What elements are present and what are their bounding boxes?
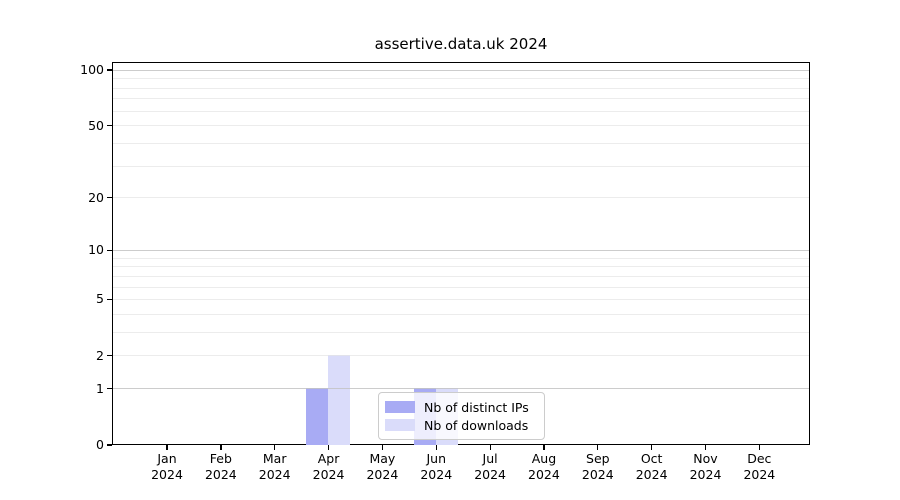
y-tick-mark [107,298,112,301]
x-tick-label-month: Oct [640,451,663,466]
x-tick-label-year: 2024 [689,467,722,482]
plot-area: Nb of distinct IPs Nb of downloads [112,62,810,445]
legend-item: Nb of distinct IPs [385,398,536,416]
y-tick-mark [107,124,112,127]
x-tick-label-month: Dec [747,451,772,466]
gridline-minor [113,78,809,80]
x-tick-mark [220,445,222,450]
y-tick-mark [107,197,112,199]
x-tick-label-year: 2024 [258,467,291,482]
x-tick-label: Dec 2024 [724,451,794,483]
x-tick-mark [435,445,437,450]
y-tick-mark [107,249,112,251]
legend-item-label: Nb of downloads [424,417,529,433]
x-tick-label-month: Mar [262,451,287,466]
x-tick-mark [651,445,653,450]
x-tick-label: Feb 2024 [186,451,256,483]
x-tick-label-month: Jan [157,451,177,466]
x-tick-label-month: Jul [482,451,498,466]
x-tick-label: Oct 2024 [617,451,687,483]
gridline-minor [113,275,809,277]
x-tick-label-year: 2024 [312,467,345,482]
y-tick-mark [107,444,112,446]
x-tick-mark [597,445,599,450]
x-tick-label: Jul 2024 [455,451,525,483]
gridline-major [113,69,809,71]
x-tick-label: Jun 2024 [401,451,471,483]
x-tick-label-year: 2024 [474,467,506,482]
x-tick-label-month: Apr [317,451,340,466]
bar-distinct-ips [306,388,329,445]
x-tick-label-year: 2024 [635,467,668,482]
y-tick-mark [107,388,112,390]
x-tick-label-month: Feb [209,451,232,466]
x-tick-label-month: May [369,451,396,466]
x-tick-label: May 2024 [347,451,417,483]
gridline-minor [113,313,809,315]
gridline-minor [113,266,809,268]
gridline-minor [113,355,809,357]
y-tick-label: 1 [96,380,104,396]
y-tick-label: 50 [88,117,104,133]
y-tick-mark [107,355,112,357]
x-tick-mark [166,445,168,450]
x-tick-label-month: Nov [693,451,718,466]
x-tick-label-year: 2024 [204,467,237,482]
x-tick-label-month: Sep [586,451,610,466]
x-tick-mark [327,445,330,450]
x-tick-label: Nov 2024 [671,451,741,483]
y-tick-label: 20 [88,189,104,205]
gridline-minor [113,332,809,334]
gridline-minor [113,257,809,259]
x-tick-mark [381,445,384,450]
x-tick-mark [704,445,707,450]
y-tick-label: 100 [80,61,104,77]
y-tick-label: 5 [96,291,104,307]
x-tick-label-year: 2024 [528,467,560,482]
gridline-minor [113,110,809,112]
x-tick-mark [543,445,545,450]
legend-item-label: Nb of distinct IPs [424,399,529,415]
x-tick-label: Aug 2024 [509,451,579,483]
x-tick-mark [758,445,761,450]
gridline-minor [113,286,809,288]
y-tick-label: 2 [96,347,104,363]
legend-swatch-icon [385,401,415,413]
x-tick-label: Jan 2024 [132,451,202,483]
x-tick-label-year: 2024 [151,467,183,482]
bar-downloads [328,355,351,445]
x-tick-label: Apr 2024 [294,451,364,483]
gridline-minor [113,142,809,144]
x-tick-mark [489,445,491,450]
legend-item: Nb of downloads [385,416,536,434]
y-tick-mark [107,69,112,71]
x-tick-label-year: 2024 [743,467,776,482]
x-tick-label-year: 2024 [581,467,614,482]
chart-title: assertive.data.uk 2024 [374,35,548,53]
x-tick-label-year: 2024 [420,467,453,482]
gridline-minor [113,125,809,127]
gridline-minor [113,197,809,199]
gridline-major [113,249,809,251]
x-tick-label-month: Aug [531,451,557,466]
legend-swatch-icon [385,419,415,431]
x-tick-label: Sep 2024 [563,451,633,483]
gridline-minor [113,87,809,89]
legend: Nb of distinct IPs Nb of downloads [378,392,545,440]
y-tick-label: 10 [88,242,104,258]
x-tick-label-month: Jun [426,451,447,466]
gridline-major [113,388,809,390]
y-tick-label: 0 [96,437,104,452]
x-tick-label: Mar 2024 [240,451,310,483]
gridline-minor [113,98,809,100]
x-tick-label-year: 2024 [366,467,399,482]
x-tick-mark [274,445,276,450]
gridline-minor [113,299,809,301]
gridline-minor [113,165,809,167]
